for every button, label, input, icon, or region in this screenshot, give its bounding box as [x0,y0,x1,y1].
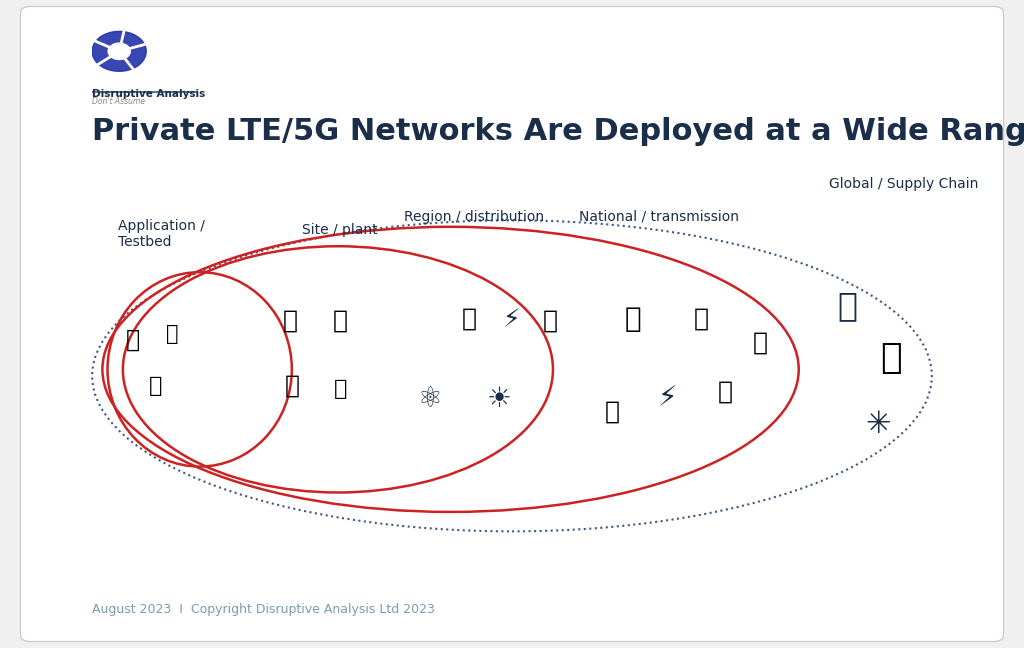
Text: ⚡: ⚡ [503,308,521,333]
Text: National / transmission: National / transmission [579,209,738,224]
Text: ☀: ☀ [486,384,511,413]
Text: 🤖: 🤖 [283,308,297,333]
Text: 🚛: 🚛 [718,380,732,404]
Text: ⚛: ⚛ [418,384,442,413]
Text: Don't Assume: Don't Assume [92,97,145,106]
Text: ⚡: ⚡ [657,384,678,413]
Text: ⛽: ⛽ [333,308,347,333]
Text: 👷: 👷 [285,373,299,398]
Text: 🏭: 🏭 [462,307,476,331]
Text: Disruptive Analysis: Disruptive Analysis [92,89,206,99]
Polygon shape [92,31,146,71]
Text: Private LTE/5G Networks Are Deployed at a Wide Range of Scales: Private LTE/5G Networks Are Deployed at … [92,117,1024,146]
Text: 🌍: 🌍 [880,341,902,375]
Text: 🏭: 🏭 [605,399,620,424]
Text: 🚗: 🚗 [694,307,709,331]
Text: 🕐: 🕐 [148,376,163,395]
Text: August 2023  I  Copyright Disruptive Analysis Ltd 2023: August 2023 I Copyright Disruptive Analy… [92,603,435,616]
Text: 🏢: 🏢 [625,305,641,333]
Text: 🌬: 🌬 [543,308,557,333]
Text: Site / plant: Site / plant [302,222,378,237]
Text: ⛴: ⛴ [838,290,858,322]
Text: 🚜: 🚜 [334,379,348,399]
Text: 🌿: 🌿 [753,330,767,354]
Text: Region / distribution: Region / distribution [404,209,545,224]
Text: Application /
Testbed: Application / Testbed [118,219,205,249]
Text: 🔧: 🔧 [126,328,140,353]
Text: 🥽: 🥽 [166,324,178,343]
Polygon shape [109,43,130,60]
Text: ✳: ✳ [866,410,891,439]
Text: Global / Supply Chain: Global / Supply Chain [829,177,979,191]
